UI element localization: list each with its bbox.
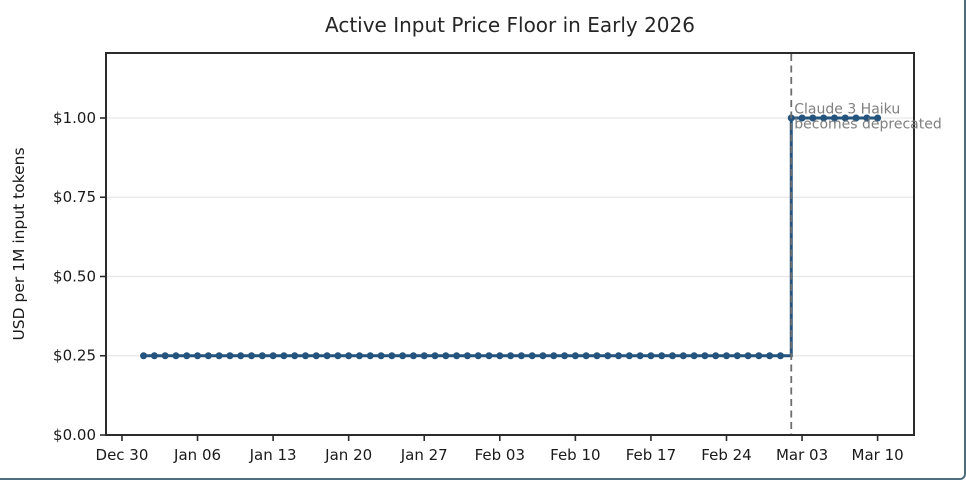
data-point-marker	[399, 352, 407, 360]
data-point-marker	[301, 352, 309, 360]
x-tick-label: Jan 20	[324, 446, 372, 464]
x-tick-label: Feb 03	[475, 446, 525, 464]
data-point-marker	[561, 352, 569, 360]
x-tick-label: Feb 24	[701, 446, 751, 464]
data-point-marker	[809, 114, 817, 122]
data-point-marker	[841, 114, 849, 122]
y-tick-label: $0.25	[53, 347, 96, 365]
y-tick-label: $0.50	[53, 267, 96, 285]
data-point-marker	[248, 352, 256, 360]
data-point-marker	[863, 114, 871, 122]
data-point-marker	[355, 352, 363, 360]
data-point-marker	[366, 352, 374, 360]
annotation-line1: Claude 3 Haiku	[794, 101, 900, 117]
chart-title: Active Input Price Floor in Early 2026	[325, 13, 695, 37]
data-point-marker	[571, 352, 579, 360]
data-point-marker	[636, 352, 644, 360]
data-point-marker	[798, 114, 806, 122]
data-point-marker	[679, 352, 687, 360]
y-axis-label: USD per 1M input tokens	[10, 147, 28, 340]
data-point-marker	[766, 352, 774, 360]
data-point-marker	[733, 352, 741, 360]
x-tick-label: Feb 10	[550, 446, 600, 464]
data-point-marker	[474, 352, 482, 360]
data-point-marker	[485, 352, 493, 360]
x-tick-label: Dec 30	[96, 446, 149, 464]
y-tick-label: $0.00	[53, 426, 96, 444]
data-point-marker	[140, 352, 148, 360]
data-point-marker	[237, 352, 245, 360]
x-tick-label: Feb 17	[626, 446, 676, 464]
data-point-marker	[280, 352, 288, 360]
data-point-marker	[744, 352, 752, 360]
data-point-marker	[334, 352, 342, 360]
data-point-marker	[453, 352, 461, 360]
x-tick-label: Mar 10	[852, 446, 904, 464]
data-point-marker	[312, 352, 320, 360]
data-point-marker	[615, 352, 623, 360]
data-point-marker	[150, 352, 158, 360]
data-point-marker	[582, 352, 590, 360]
data-point-marker	[269, 352, 277, 360]
data-point-marker	[830, 114, 838, 122]
x-tick-label: Mar 03	[776, 446, 828, 464]
data-point-marker	[550, 352, 558, 360]
data-point-marker	[852, 114, 860, 122]
data-point-marker	[442, 352, 450, 360]
data-point-marker	[463, 352, 471, 360]
data-point-marker	[431, 352, 439, 360]
data-point-marker	[161, 352, 169, 360]
data-point-marker	[496, 352, 504, 360]
data-point-marker	[388, 352, 396, 360]
data-point-marker	[409, 352, 417, 360]
data-point-marker	[377, 352, 385, 360]
data-point-marker	[420, 352, 428, 360]
plot-area: Dec 30 Jan 06 Jan 13 Jan 20 Jan 27 Feb 03 Feb …	[53, 52, 942, 464]
data-point-marker	[215, 352, 223, 360]
data-point-marker	[194, 352, 202, 360]
data-point-marker	[507, 352, 515, 360]
data-point-marker	[291, 352, 299, 360]
data-point-marker	[874, 114, 882, 122]
data-point-marker	[776, 352, 784, 360]
data-point-marker	[258, 352, 266, 360]
data-point-marker	[669, 352, 677, 360]
data-point-marker	[722, 352, 730, 360]
data-point-marker	[690, 352, 698, 360]
data-point-marker	[226, 352, 234, 360]
annotation-line2: becomes deprecated	[794, 116, 941, 132]
data-point-marker	[539, 352, 547, 360]
data-point-marker	[528, 352, 536, 360]
y-tick-label: $0.75	[53, 188, 96, 206]
x-tick-label: Jan 27	[400, 446, 448, 464]
data-point-marker	[172, 352, 180, 360]
data-point-marker	[593, 352, 601, 360]
data-point-marker	[204, 352, 212, 360]
x-tick-label: Jan 06	[173, 446, 221, 464]
plot-spines	[105, 52, 915, 436]
data-point-marker	[701, 352, 709, 360]
data-point-marker	[604, 352, 612, 360]
data-point-marker	[345, 352, 353, 360]
data-point-marker	[647, 352, 655, 360]
data-point-marker	[517, 352, 525, 360]
data-point-marker	[820, 114, 828, 122]
x-tick-label: Jan 13	[249, 446, 297, 464]
data-point-marker	[625, 352, 633, 360]
data-point-marker	[323, 352, 331, 360]
data-point-marker	[183, 352, 191, 360]
data-point-marker	[712, 352, 720, 360]
data-point-marker	[755, 352, 763, 360]
series-step-line	[143, 116, 878, 358]
data-point-marker	[658, 352, 666, 360]
y-tick-label: $1.00	[53, 109, 96, 127]
